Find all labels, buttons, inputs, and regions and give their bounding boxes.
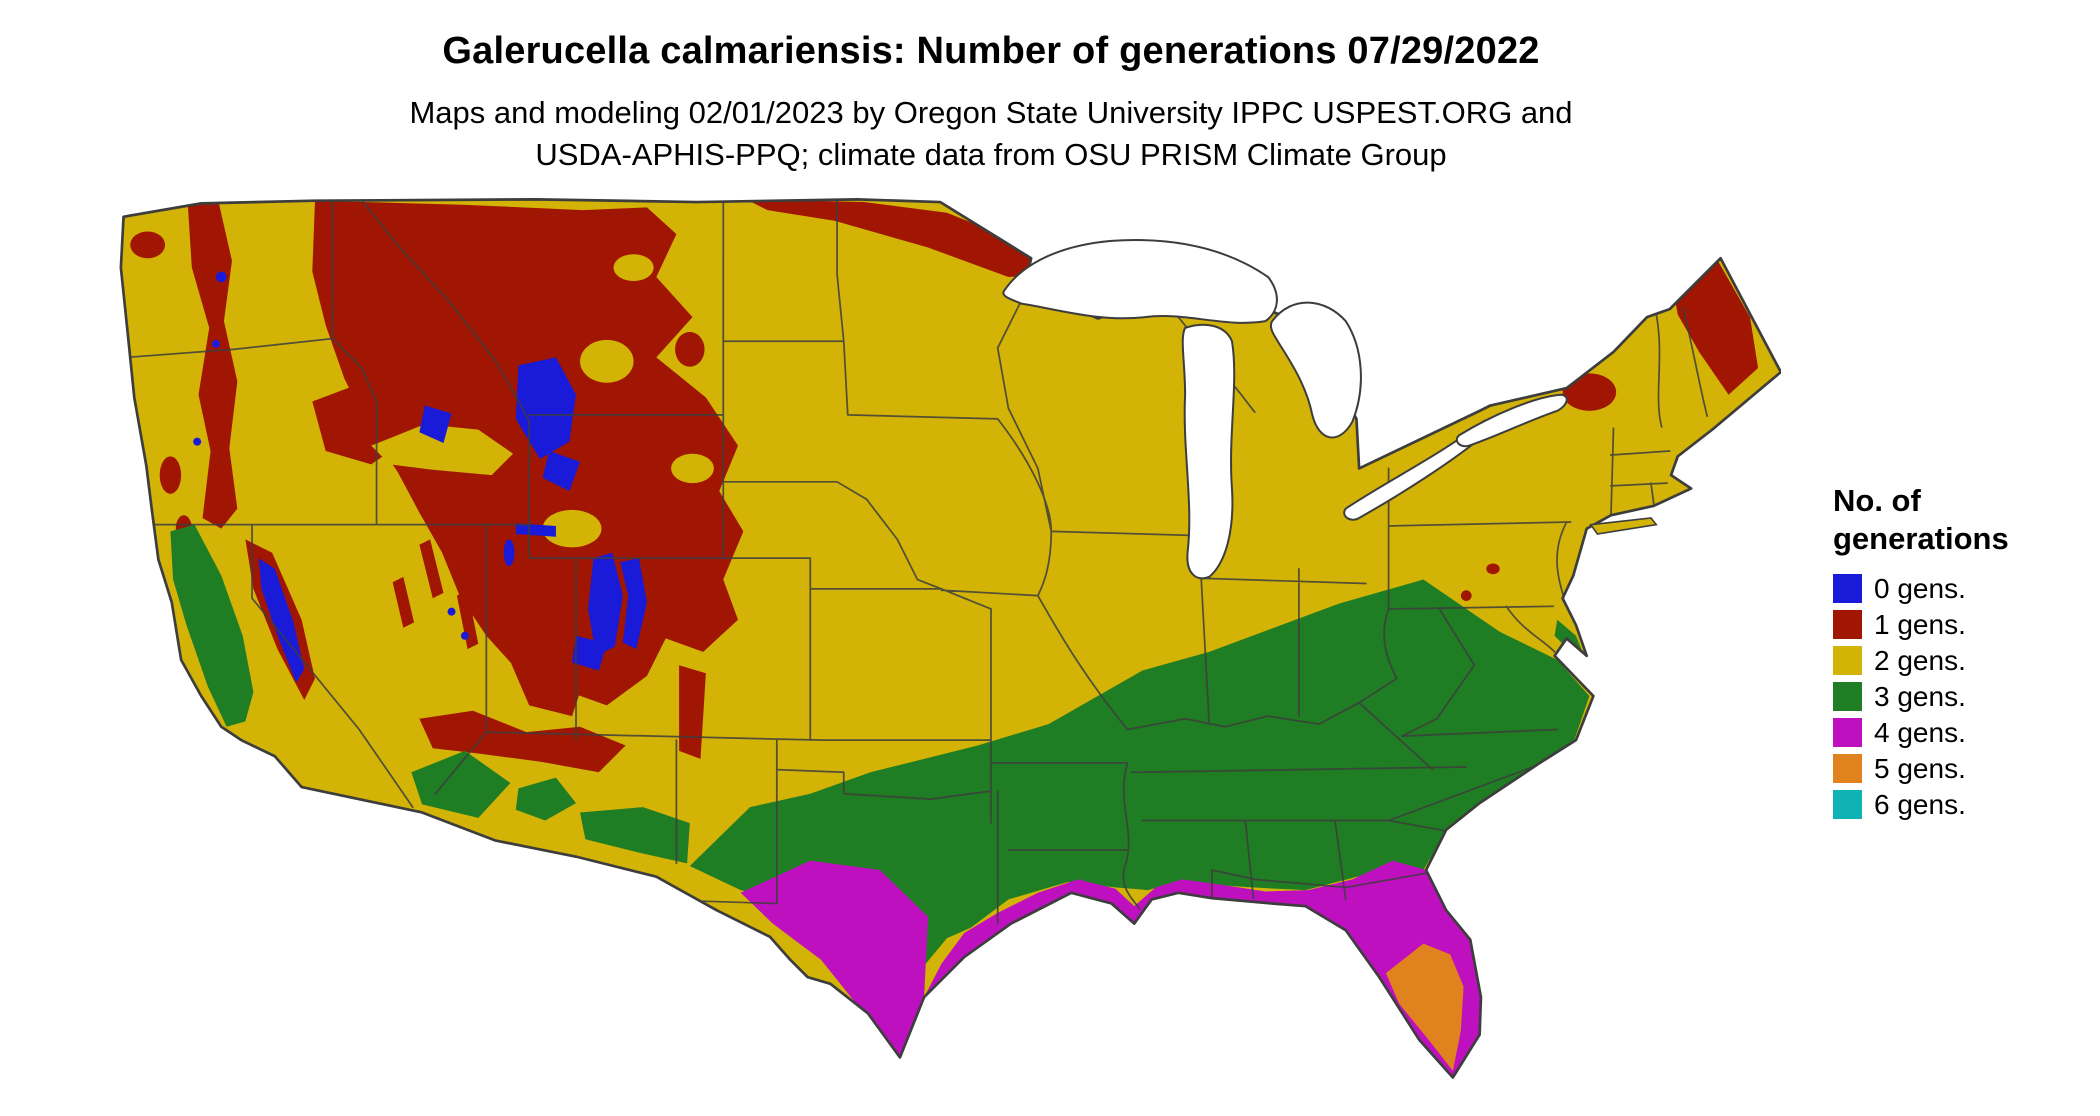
four-generations-regions bbox=[248, 750, 1481, 1078]
legend-label-2-gens: 2 gens. bbox=[1874, 644, 1966, 676]
lake-superior bbox=[1002, 239, 1278, 324]
state-borders bbox=[126, 199, 1709, 925]
legend-item-5-gens: 5 gens. bbox=[1833, 752, 2009, 784]
legend-swatch-1-gens bbox=[1833, 610, 1862, 639]
legend-title-line-1: No. of bbox=[1833, 483, 1921, 518]
legend-item-0-gens: 0 gens. bbox=[1833, 572, 2009, 604]
us-generations-map bbox=[119, 198, 1781, 1079]
map-subtitle: Maps and modeling 02/01/2023 by Oregon S… bbox=[0, 92, 1982, 176]
subtitle-line-1: Maps and modeling 02/01/2023 by Oregon S… bbox=[409, 95, 1573, 130]
legend: No. of generations 0 gens. 1 gens. 2 gen… bbox=[1833, 482, 2009, 826]
legend-label-0-gens: 0 gens. bbox=[1874, 572, 1966, 604]
legend-item-1-gens: 1 gens. bbox=[1833, 608, 2009, 640]
legend-swatch-0-gens bbox=[1833, 574, 1862, 603]
legend-swatch-3-gens bbox=[1833, 682, 1862, 711]
map-title: Galerucella calmariensis: Number of gene… bbox=[442, 30, 1540, 72]
lake-ontario bbox=[1455, 393, 1568, 448]
legend-item-4-gens: 4 gens. bbox=[1833, 716, 2009, 748]
legend-swatch-6-gens bbox=[1833, 790, 1862, 819]
legend-title: No. of generations bbox=[1833, 482, 2009, 558]
legend-label-4-gens: 4 gens. bbox=[1874, 716, 1966, 748]
two-generations-basin-patches bbox=[371, 254, 714, 548]
great-lakes bbox=[1002, 239, 1568, 580]
legend-item-6-gens: 6 gens. bbox=[1833, 788, 2009, 820]
legend-item-2-gens: 2 gens. bbox=[1833, 644, 2009, 676]
legend-label-5-gens: 5 gens. bbox=[1874, 752, 1966, 784]
legend-label-6-gens: 6 gens. bbox=[1874, 788, 1966, 820]
subtitle-line-2: USDA-APHIS-PPQ; climate data from OSU PR… bbox=[535, 137, 1447, 172]
legend-item-3-gens: 3 gens. bbox=[1833, 680, 2009, 712]
legend-label-1-gens: 1 gens. bbox=[1874, 608, 1966, 640]
lake-huron bbox=[1269, 301, 1362, 439]
three-generations-regions bbox=[170, 524, 1590, 978]
lake-michigan bbox=[1181, 323, 1236, 580]
legend-swatch-2-gens bbox=[1833, 646, 1862, 675]
five-generations-regions bbox=[1385, 943, 1464, 1071]
legend-swatch-4-gens bbox=[1833, 718, 1862, 747]
legend-label-3-gens: 3 gens. bbox=[1874, 680, 1966, 712]
zero-generations-regions bbox=[193, 271, 647, 683]
legend-title-line-2: generations bbox=[1833, 521, 2009, 556]
long-island bbox=[1589, 517, 1658, 535]
legend-swatch-5-gens bbox=[1833, 754, 1862, 783]
